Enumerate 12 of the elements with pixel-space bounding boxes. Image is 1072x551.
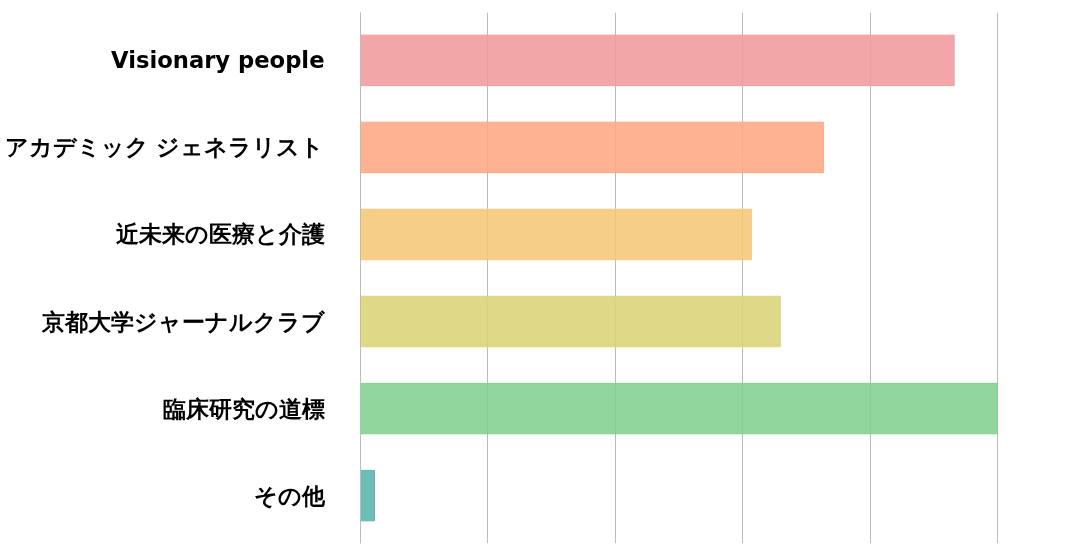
bar [360,469,376,522]
y-tick-label: 臨床研究の道標 [162,395,325,422]
bar [360,34,955,87]
y-tick-label: その他 [253,482,326,509]
bar [360,121,825,174]
bar [360,382,998,435]
y-tick-label: 近未来の医療と介護 [114,221,325,248]
bar [360,208,753,261]
y-tick-label: 京都大学ジャーナルクラブ [40,308,326,335]
y-tick-label: アカデミック ジェネラリスト [4,134,325,161]
y-tick-label: Visionary people [111,47,325,74]
bar [360,295,781,348]
